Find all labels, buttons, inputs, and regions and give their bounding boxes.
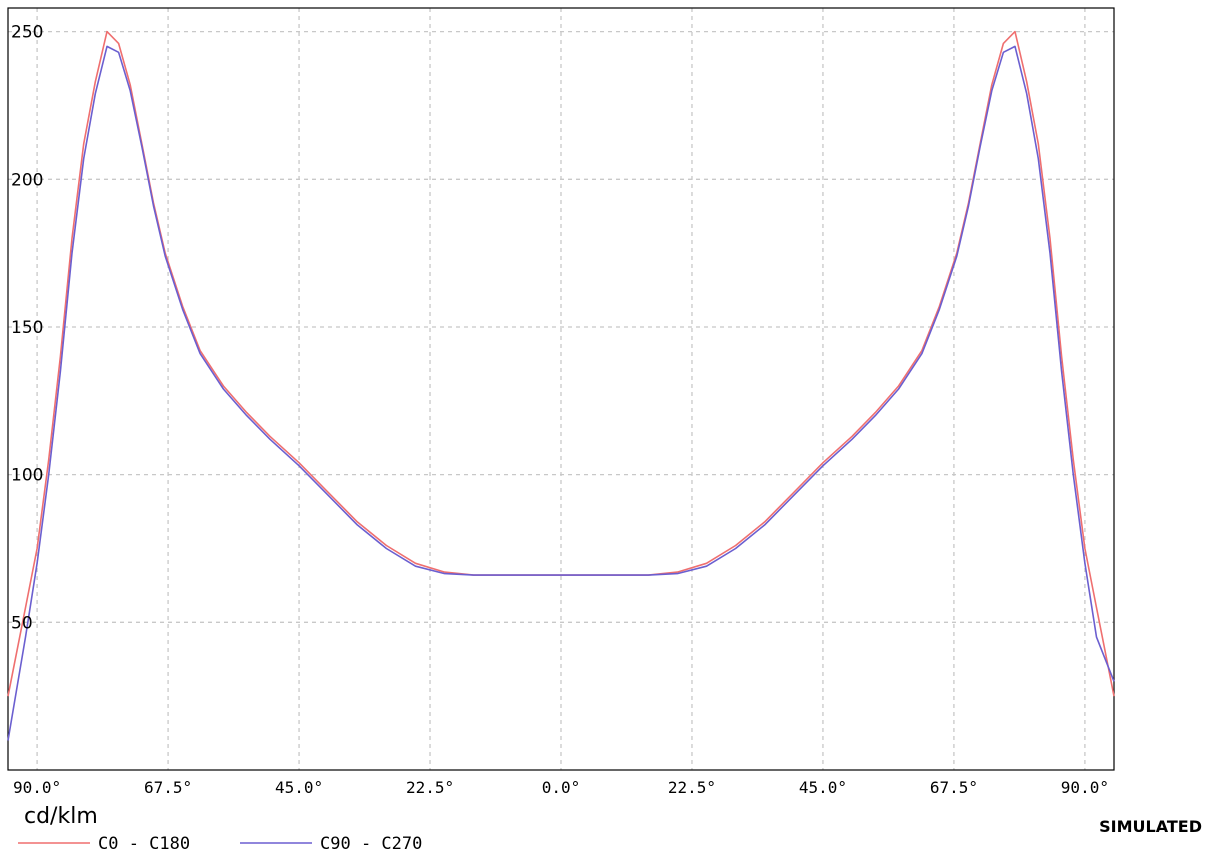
y-tick-label: 150 [11,318,43,338]
grid-lines [8,8,1114,770]
x-axis-tick-labels: 90.0° 67.5° 45.0° 22.5° 0.0° 22.5° 45.0° 67.5° 9… [13,778,1109,797]
y-tick-label: 200 [11,170,43,190]
series-lines [7,30,1115,741]
y-tick-label: 100 [11,466,43,486]
series-line-1 [7,45,1115,741]
y-tick-label: 250 [11,23,43,43]
legend-label-c90-c270: C90 - C270 [320,834,422,854]
x-tick-label: 90.0° [1061,778,1109,797]
legend: C0 - C180 C90 - C270 [18,834,422,854]
x-tick-label: 67.5° [930,778,978,797]
legend-label-c0-c180: C0 - C180 [98,834,190,854]
unit-label: cd/klm [24,804,98,829]
simulated-status-label: SIMULATED [1099,817,1202,836]
y-tick-label: 50 [11,613,33,633]
x-tick-label: 45.0° [799,778,847,797]
x-tick-label: 22.5° [668,778,716,797]
plot-frame [7,7,1115,771]
x-tick-label: 67.5° [144,778,192,797]
x-tick-label: 45.0° [275,778,323,797]
x-tick-label: 90.0° [13,778,61,797]
y-axis-tick-labels: 50 100 150 200 250 [11,23,43,634]
x-tick-label: 22.5° [406,778,454,797]
x-tick-label: 0.0° [542,778,581,797]
